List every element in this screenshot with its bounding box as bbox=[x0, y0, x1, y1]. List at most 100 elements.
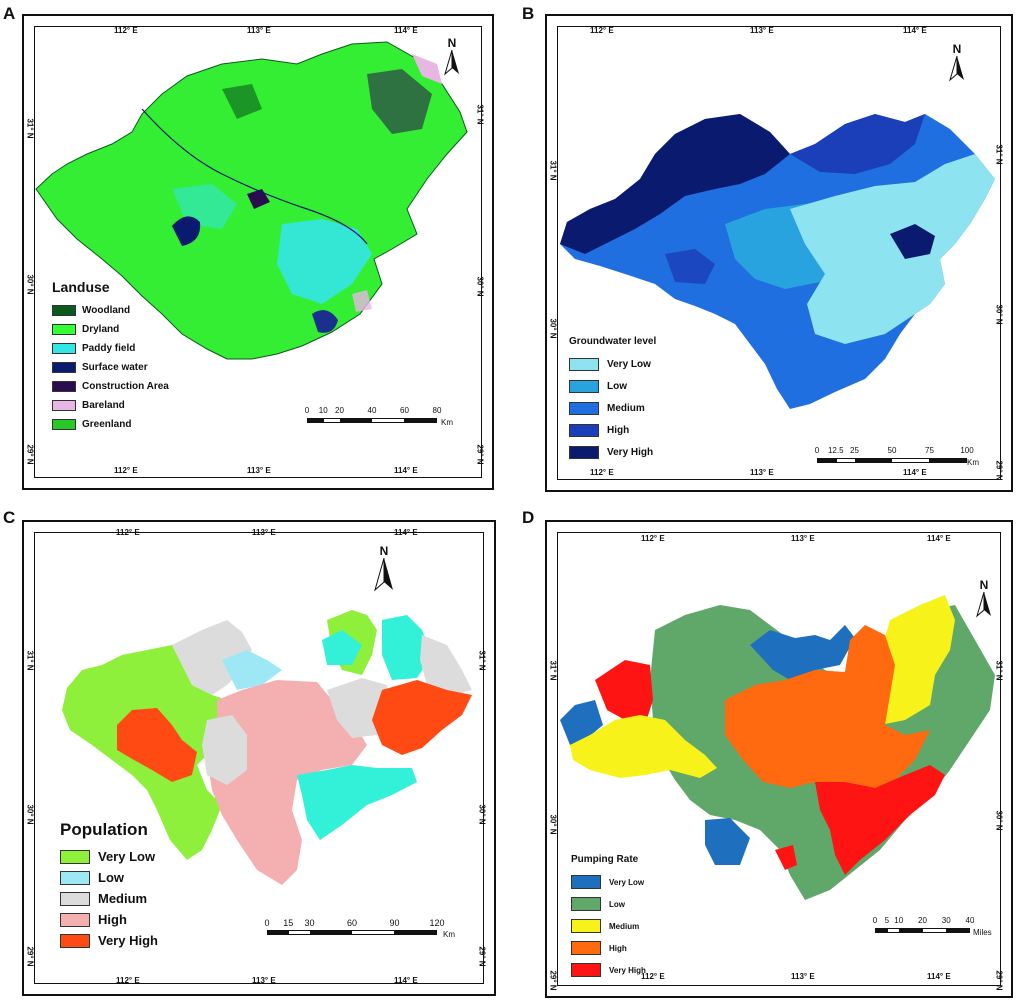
legend-swatch bbox=[52, 324, 76, 335]
legend-swatch bbox=[571, 963, 601, 977]
legend-label: High bbox=[607, 424, 630, 436]
legend-label: Very High bbox=[607, 446, 654, 458]
legend-swatch bbox=[571, 897, 601, 911]
top-tick: 112° E bbox=[641, 534, 665, 543]
legend-swatch bbox=[571, 919, 601, 933]
pumping-very-low bbox=[750, 625, 855, 680]
bottom-tick: 113° E bbox=[750, 468, 774, 477]
groundwater-high bbox=[665, 249, 715, 284]
legend-swatch bbox=[60, 870, 90, 885]
legend-swatch bbox=[569, 423, 599, 437]
scale-label: 50 bbox=[887, 446, 897, 455]
population-map bbox=[62, 610, 472, 885]
north-arrow-icon bbox=[976, 591, 991, 618]
map-frame bbox=[545, 14, 1013, 492]
scale-label: 40 bbox=[965, 916, 975, 925]
pumping-medium bbox=[570, 715, 717, 778]
top-tick: 113° E bbox=[247, 26, 271, 35]
scale-label: 25 bbox=[850, 446, 859, 455]
groundwater-very-low bbox=[790, 154, 995, 344]
map-frame bbox=[545, 520, 1013, 998]
legend-swatch bbox=[52, 419, 76, 430]
legend-label: Medium bbox=[609, 921, 640, 931]
legend-swatch bbox=[52, 400, 76, 411]
legend-item: Very Low bbox=[569, 353, 656, 375]
bareland-area bbox=[352, 290, 372, 312]
legend-swatch bbox=[569, 445, 599, 459]
legend-title: Groundwater level bbox=[569, 336, 657, 347]
scale-label: 80 bbox=[432, 406, 442, 415]
groundwater-legend: Groundwater level Very Low Low Medium Hi… bbox=[569, 336, 656, 463]
legend-title: Population bbox=[60, 820, 148, 839]
legend-swatch bbox=[569, 379, 599, 393]
legend-label: Low bbox=[607, 380, 627, 392]
top-tick: 114° E bbox=[903, 26, 927, 35]
bottom-tick: 114° E bbox=[903, 468, 927, 477]
legend-swatch bbox=[52, 362, 76, 373]
population-low bbox=[322, 630, 362, 665]
north-arrow: N bbox=[975, 578, 993, 621]
north-letter: N bbox=[979, 578, 989, 592]
scale-label: 90 bbox=[389, 918, 400, 928]
scale-label: 20 bbox=[335, 406, 344, 415]
surface-water bbox=[172, 216, 201, 246]
pumping-very-low bbox=[705, 818, 750, 865]
legend-item: Woodland bbox=[52, 301, 169, 320]
legend-label: Greenland bbox=[82, 419, 132, 430]
legend-item: Low bbox=[569, 375, 656, 397]
bottom-tick: 113° E bbox=[247, 466, 271, 475]
scale-label: 0 bbox=[304, 406, 310, 415]
top-tick: 112° E bbox=[116, 528, 140, 537]
scale-label: 10 bbox=[894, 916, 904, 925]
construction-area bbox=[367, 69, 432, 134]
population-very-high bbox=[117, 708, 197, 782]
top-tick: 112° E bbox=[114, 26, 138, 35]
legend-label: Surface water bbox=[82, 362, 148, 373]
panel-d-label: D bbox=[522, 508, 535, 527]
panel-b: 112° E 113° E 114° E 112° E 113° E 114° … bbox=[545, 14, 1013, 492]
groundwater-high bbox=[790, 114, 925, 174]
scale-segments bbox=[875, 928, 970, 933]
legend-item: Very High bbox=[569, 441, 656, 463]
north-arrow-icon bbox=[949, 55, 964, 82]
legend-label: Paddy field bbox=[82, 343, 136, 354]
legend-label: Very High bbox=[98, 933, 158, 948]
legend-label: Dryland bbox=[82, 324, 120, 335]
scale-segments bbox=[817, 458, 967, 463]
scale-unit: Km bbox=[967, 458, 979, 467]
bottom-tick: 112° E bbox=[116, 976, 140, 985]
scale-label: 30 bbox=[304, 918, 315, 928]
bottom-tick: 114° E bbox=[394, 976, 418, 985]
scale-bar: 0 10 20 40 60 80 Km bbox=[304, 406, 453, 427]
legend-item: Very Low bbox=[571, 871, 646, 893]
population-high bbox=[207, 680, 367, 885]
pumping-very-high bbox=[775, 845, 797, 870]
scale-unit: Miles bbox=[973, 928, 992, 937]
legend-label: Low bbox=[609, 899, 625, 909]
construction-area bbox=[247, 189, 270, 209]
population-very-high bbox=[372, 680, 472, 755]
map-frame bbox=[22, 520, 496, 996]
legend-item: High bbox=[569, 419, 656, 441]
bottom-tick: 112° E bbox=[590, 468, 614, 477]
top-tick: 114° E bbox=[394, 528, 418, 537]
scale-bar: 0 5 10 20 30 40 Miles bbox=[873, 916, 992, 937]
legend-label: Very High bbox=[609, 965, 646, 975]
legend-item: Very High bbox=[60, 930, 158, 951]
legend-item: Very High bbox=[571, 959, 646, 981]
legend-label: High bbox=[609, 943, 627, 953]
scale-label: 30 bbox=[941, 916, 951, 925]
legend-swatch bbox=[60, 849, 90, 864]
legend-swatch bbox=[52, 381, 76, 392]
population-low bbox=[297, 765, 417, 840]
legend-label: High bbox=[98, 912, 127, 927]
scale-label: 60 bbox=[346, 918, 358, 928]
legend-swatch bbox=[52, 343, 76, 354]
population-medium bbox=[420, 635, 472, 695]
legend-label: Very Low bbox=[609, 877, 645, 887]
population-medium bbox=[202, 715, 247, 785]
legend-item: Low bbox=[60, 867, 158, 888]
legend-title: Pumping Rate bbox=[571, 854, 639, 865]
scale-numbers: 0 15 30 60 90 120 bbox=[264, 918, 444, 930]
groundwater-map bbox=[560, 114, 995, 409]
